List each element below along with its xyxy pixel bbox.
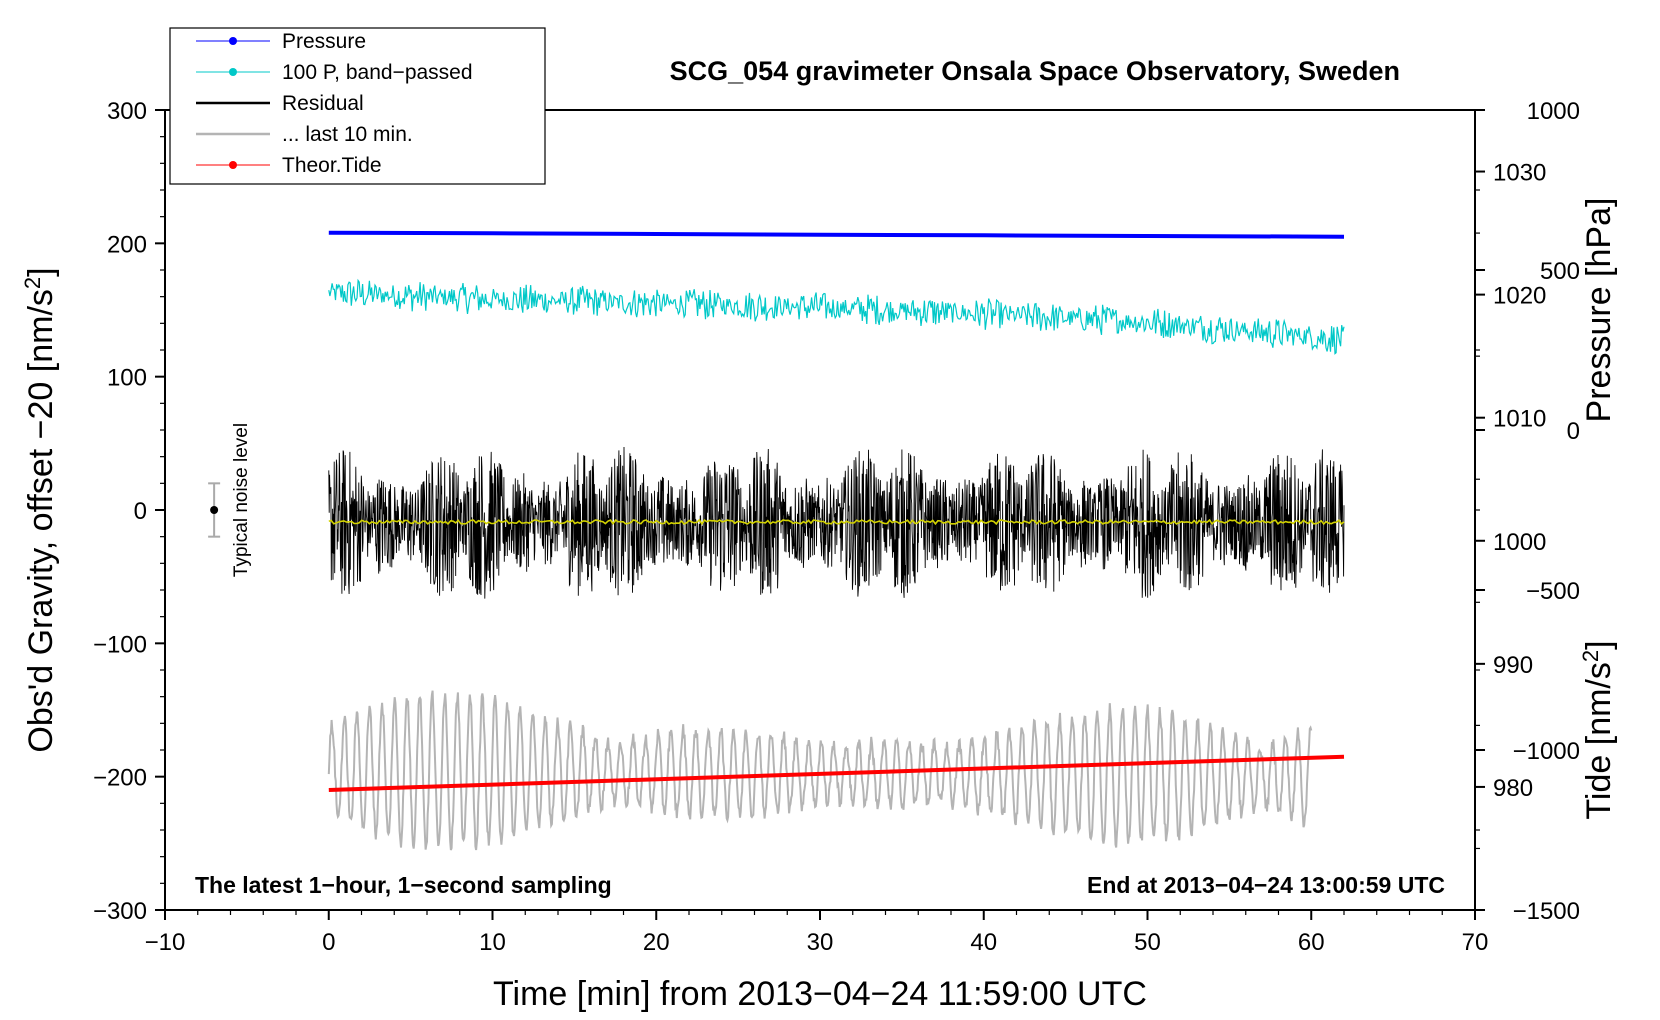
end-time-annotation: End at 2013−04−24 13:00:59 UTC bbox=[1087, 872, 1445, 898]
legend-label: ... last 10 min. bbox=[282, 123, 413, 146]
legend-label: Residual bbox=[282, 92, 364, 115]
legend-marker bbox=[229, 37, 237, 45]
residual-mean-line bbox=[328, 518, 1345, 526]
tide-axis-title-close: ] bbox=[1580, 640, 1618, 649]
legend: Pressure 100 P, band−passed Residual ... la… bbox=[169, 27, 546, 185]
legend-box bbox=[169, 27, 546, 185]
y-left-tick-label: 200 bbox=[107, 231, 147, 258]
sampling-annotation: The latest 1−hour, 1−second sampling bbox=[195, 872, 612, 898]
y-left-tick-label: 100 bbox=[107, 365, 147, 392]
tide-axis-title-sup: 2 bbox=[1578, 650, 1603, 662]
y-left-axis-title-main: Obs'd Gravity, offset −20 [nm/s bbox=[22, 289, 60, 752]
theoretical-tide-line bbox=[328, 754, 1345, 792]
residual-line bbox=[328, 446, 1345, 599]
last-10-min-line bbox=[327, 690, 1313, 851]
tide-tick-label: 500 bbox=[1540, 258, 1580, 285]
x-tick-label: 20 bbox=[643, 929, 670, 956]
y-left-tick-label: 300 bbox=[107, 98, 147, 125]
pressure-line bbox=[328, 230, 1345, 239]
x-tick-label: 60 bbox=[1298, 929, 1325, 956]
pressure-tick-label: 1010 bbox=[1493, 406, 1546, 433]
y-left-tick-label: 0 bbox=[134, 498, 147, 525]
y-left-tick-label: −100 bbox=[93, 631, 147, 658]
y-left-axis-title: Obs'd Gravity, offset −20 [nm/s2] bbox=[20, 267, 60, 752]
legend-marker bbox=[229, 161, 237, 169]
y-left-axis-title-sup: 2 bbox=[20, 277, 45, 289]
x-tick-label: 70 bbox=[1462, 929, 1489, 956]
pressure-tick-label: 980 bbox=[1493, 775, 1533, 802]
series-layer bbox=[327, 230, 1345, 851]
y-left-tick-label: −200 bbox=[93, 765, 147, 792]
y-left-tick-label: −300 bbox=[93, 898, 147, 925]
x-tick-label: 0 bbox=[322, 929, 335, 956]
pressure-axis-ticks: 1030 1020 1010 1000 990 980 bbox=[1475, 109, 1546, 850]
pressure-tick-label: 1030 bbox=[1493, 160, 1546, 187]
x-axis-title: Time [min] from 2013−04−24 11:59:00 UTC bbox=[493, 975, 1147, 1013]
x-tick-label: 50 bbox=[1134, 929, 1161, 956]
bandpassed-pressure-line bbox=[328, 278, 1345, 355]
pressure-tick-label: 1020 bbox=[1493, 283, 1546, 310]
tide-tick-label: −1000 bbox=[1513, 738, 1580, 765]
legend-label: Theor.Tide bbox=[282, 154, 382, 177]
x-tick-label: −10 bbox=[145, 929, 186, 956]
tide-axis-title-main: Tide [nm/s bbox=[1580, 662, 1618, 819]
y-left-axis-title-close: ] bbox=[22, 267, 60, 276]
tide-tick-label: −1500 bbox=[1513, 898, 1580, 925]
legend-marker bbox=[229, 68, 237, 76]
tide-axis-title: Tide [nm/s2] bbox=[1578, 640, 1618, 819]
pressure-tick-label: 990 bbox=[1493, 652, 1533, 679]
x-tick-label: 10 bbox=[479, 929, 506, 956]
pressure-axis-title: Pressure [hPa] bbox=[1580, 198, 1618, 423]
tide-tick-label: 1000 bbox=[1527, 98, 1580, 125]
legend-label: Pressure bbox=[282, 30, 366, 53]
tide-axis-ticks: 1000 500 0 −500 −1000 −1500 bbox=[1475, 98, 1580, 925]
legend-items: Pressure 100 P, band−passed Residual ... la… bbox=[196, 30, 473, 177]
x-tick-label: 30 bbox=[807, 929, 834, 956]
pressure-tick-label: 1000 bbox=[1493, 529, 1546, 556]
noise-bar-center-dot bbox=[210, 506, 219, 514]
tide-tick-label: 0 bbox=[1567, 418, 1580, 445]
noise-level-label: Typical noise level bbox=[231, 423, 252, 577]
x-axis-ticks: −10 0 10 20 30 40 50 60 70 bbox=[145, 910, 1489, 956]
tide-tick-label: −500 bbox=[1526, 578, 1580, 605]
x-tick-label: 40 bbox=[970, 929, 997, 956]
noise-level-indicator bbox=[208, 482, 221, 538]
legend-label: 100 P, band−passed bbox=[282, 61, 473, 84]
y-left-axis-ticks: 300 200 100 0 −100 −200 −300 bbox=[93, 98, 165, 925]
chart-title: SCG_054 gravimeter Onsala Space Observat… bbox=[670, 56, 1400, 86]
